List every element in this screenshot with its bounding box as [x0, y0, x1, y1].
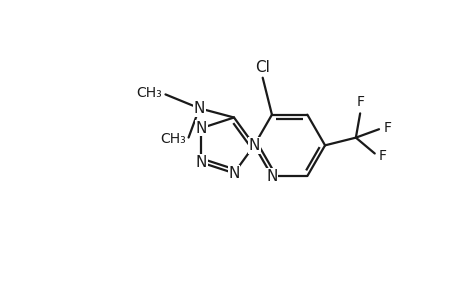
Text: N: N [195, 121, 207, 136]
Text: Cl: Cl [255, 60, 269, 75]
Text: N: N [266, 169, 277, 184]
Text: F: F [356, 95, 364, 109]
Text: F: F [382, 121, 391, 135]
Text: F: F [377, 149, 386, 164]
Text: CH₃: CH₃ [159, 132, 185, 146]
Text: N: N [228, 166, 239, 181]
Text: N: N [248, 138, 259, 153]
Text: N: N [195, 155, 207, 170]
Text: N: N [193, 101, 205, 116]
Text: CH₃: CH₃ [136, 86, 162, 100]
